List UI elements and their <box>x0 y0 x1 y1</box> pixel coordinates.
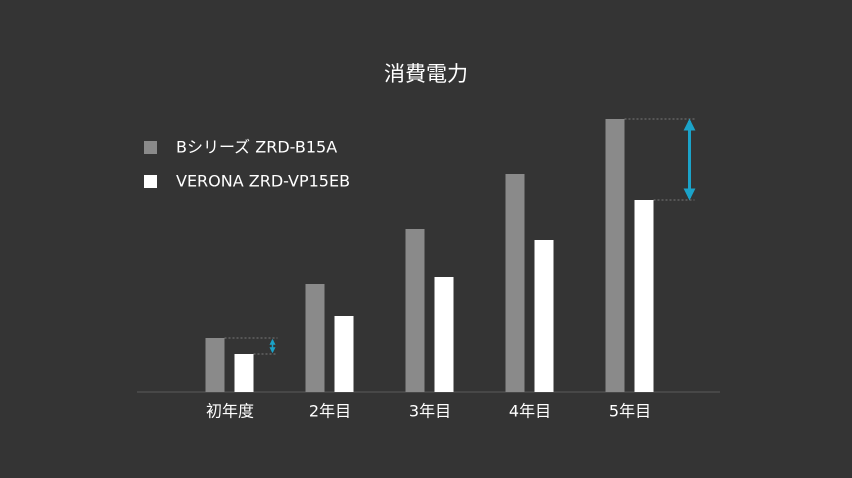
legend-label: Bシリーズ ZRD-B15A <box>176 138 337 157</box>
x-tick-label: 3年目 <box>409 402 451 421</box>
bar <box>505 174 525 392</box>
bar <box>634 200 654 392</box>
bar <box>534 240 554 392</box>
chart-title: 消費電力 <box>384 62 468 86</box>
bar <box>205 338 225 392</box>
bar <box>234 354 254 392</box>
bar <box>434 277 454 392</box>
legend-label: VERONA ZRD-VP15EB <box>176 172 350 191</box>
bar <box>334 316 354 392</box>
x-tick-label: 初年度 <box>206 402 254 421</box>
bar <box>405 229 425 392</box>
x-tick-label: 2年目 <box>309 402 351 421</box>
x-tick-label: 5年目 <box>609 402 651 421</box>
legend-swatch <box>144 141 157 154</box>
bar <box>305 284 325 392</box>
legend-swatch <box>144 175 157 188</box>
x-tick-label: 4年目 <box>509 402 551 421</box>
bar <box>605 119 625 392</box>
